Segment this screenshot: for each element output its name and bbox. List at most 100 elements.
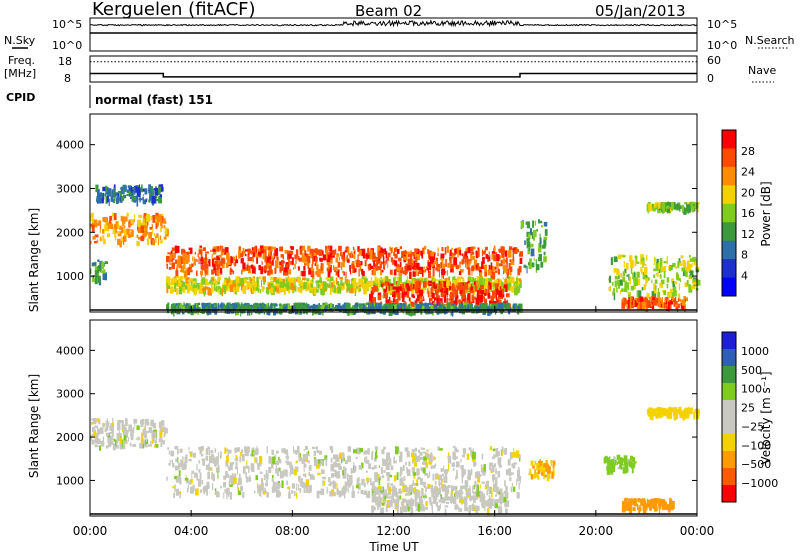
power-cell [251,250,255,255]
velocity-cell [168,450,170,455]
velocity-cell [434,457,436,460]
velocity-cell [113,438,115,442]
power-cell [372,253,375,262]
power-cell [94,270,98,278]
velocity-cell [229,491,232,500]
power-cell [495,270,498,273]
power-cell [382,285,384,290]
power-cell [430,287,433,295]
velocity-cell [443,498,446,503]
power-cell [676,272,679,278]
power-cell [336,253,340,257]
power-cell [473,296,476,300]
power-cell [389,246,392,251]
power-cell [251,307,253,315]
velocity-cell [135,437,137,441]
velocity-cell [220,451,222,458]
power-cell [204,286,208,290]
power-cell [459,261,461,268]
velocity-cell [304,473,307,478]
power-cell [242,286,247,294]
velocity-cell [128,424,132,432]
velocity-cell [384,462,388,467]
power-cell [227,303,229,308]
nave-tick-top: 60 [707,54,721,67]
velocity-cell [303,449,305,452]
power-cell [375,281,379,287]
power-cell [335,270,338,276]
power-cell [290,282,294,290]
power-cell [448,285,451,291]
power-cell [354,268,357,273]
power-cell [120,226,124,234]
power-cell [394,298,399,306]
power-cell [99,263,102,269]
power-cell [307,245,311,252]
power-cell [407,258,412,265]
velocity-cell [308,484,312,493]
velocity-cell [214,458,217,464]
power-cell [488,282,492,290]
velocity-cell [265,469,268,478]
velocity-cell [416,483,418,486]
power-cell [216,269,220,277]
power-cell [673,205,677,210]
power-cell [388,283,390,291]
velocity-cell [266,446,268,454]
velocity-cell [610,465,612,472]
power-cell [175,270,179,277]
power-cell [396,247,398,251]
velocity-cell [440,497,444,500]
velocity-cell [466,453,470,460]
velocity-cell [454,497,456,501]
velocity-cell [242,491,245,499]
velocity-cell [227,465,229,469]
velocity-cell [481,496,486,504]
velocity-cell [239,456,242,463]
velocity-cell [359,447,364,453]
power-cell [354,288,357,296]
velocity-cell [658,500,662,507]
power-cell [302,304,306,309]
power-cell [674,281,678,285]
velocity-cell [408,487,412,493]
power-cell [473,259,477,267]
power-cell [395,281,397,285]
power-cell [338,245,342,252]
power-cell [428,284,433,287]
velocity-cell [513,448,515,457]
power-cell [458,282,463,291]
velocity-cell [534,469,536,475]
power-cell [426,267,428,271]
power-cell [259,276,261,280]
power-cell [392,247,394,253]
power-cell [156,233,159,238]
velocity-cell [307,460,310,464]
velocity-cell [414,462,418,467]
power-cell [474,281,478,286]
power-cell [407,251,411,254]
power-cell [294,263,296,267]
velocity-cell [649,412,653,420]
power-cell [370,285,372,294]
power-cell [94,234,99,238]
velocity-cell [426,462,428,469]
power-cell [247,267,251,271]
velocity-cell [255,457,258,464]
velocity-cell [476,505,480,511]
velocity-cell [331,489,335,495]
velocity-cell [394,501,397,510]
power-cell [173,303,175,309]
power-cell [244,285,247,293]
velocity-cell [655,500,659,503]
velocity-cell [401,469,404,472]
power-cell [355,262,358,268]
power-cell [267,283,271,290]
power-cell [509,246,513,251]
velocity-cell [463,469,466,475]
power-cell [353,286,356,293]
power-cell [132,191,134,199]
power-cell [222,248,225,253]
power-cell [396,264,400,268]
power-cell [285,285,288,291]
